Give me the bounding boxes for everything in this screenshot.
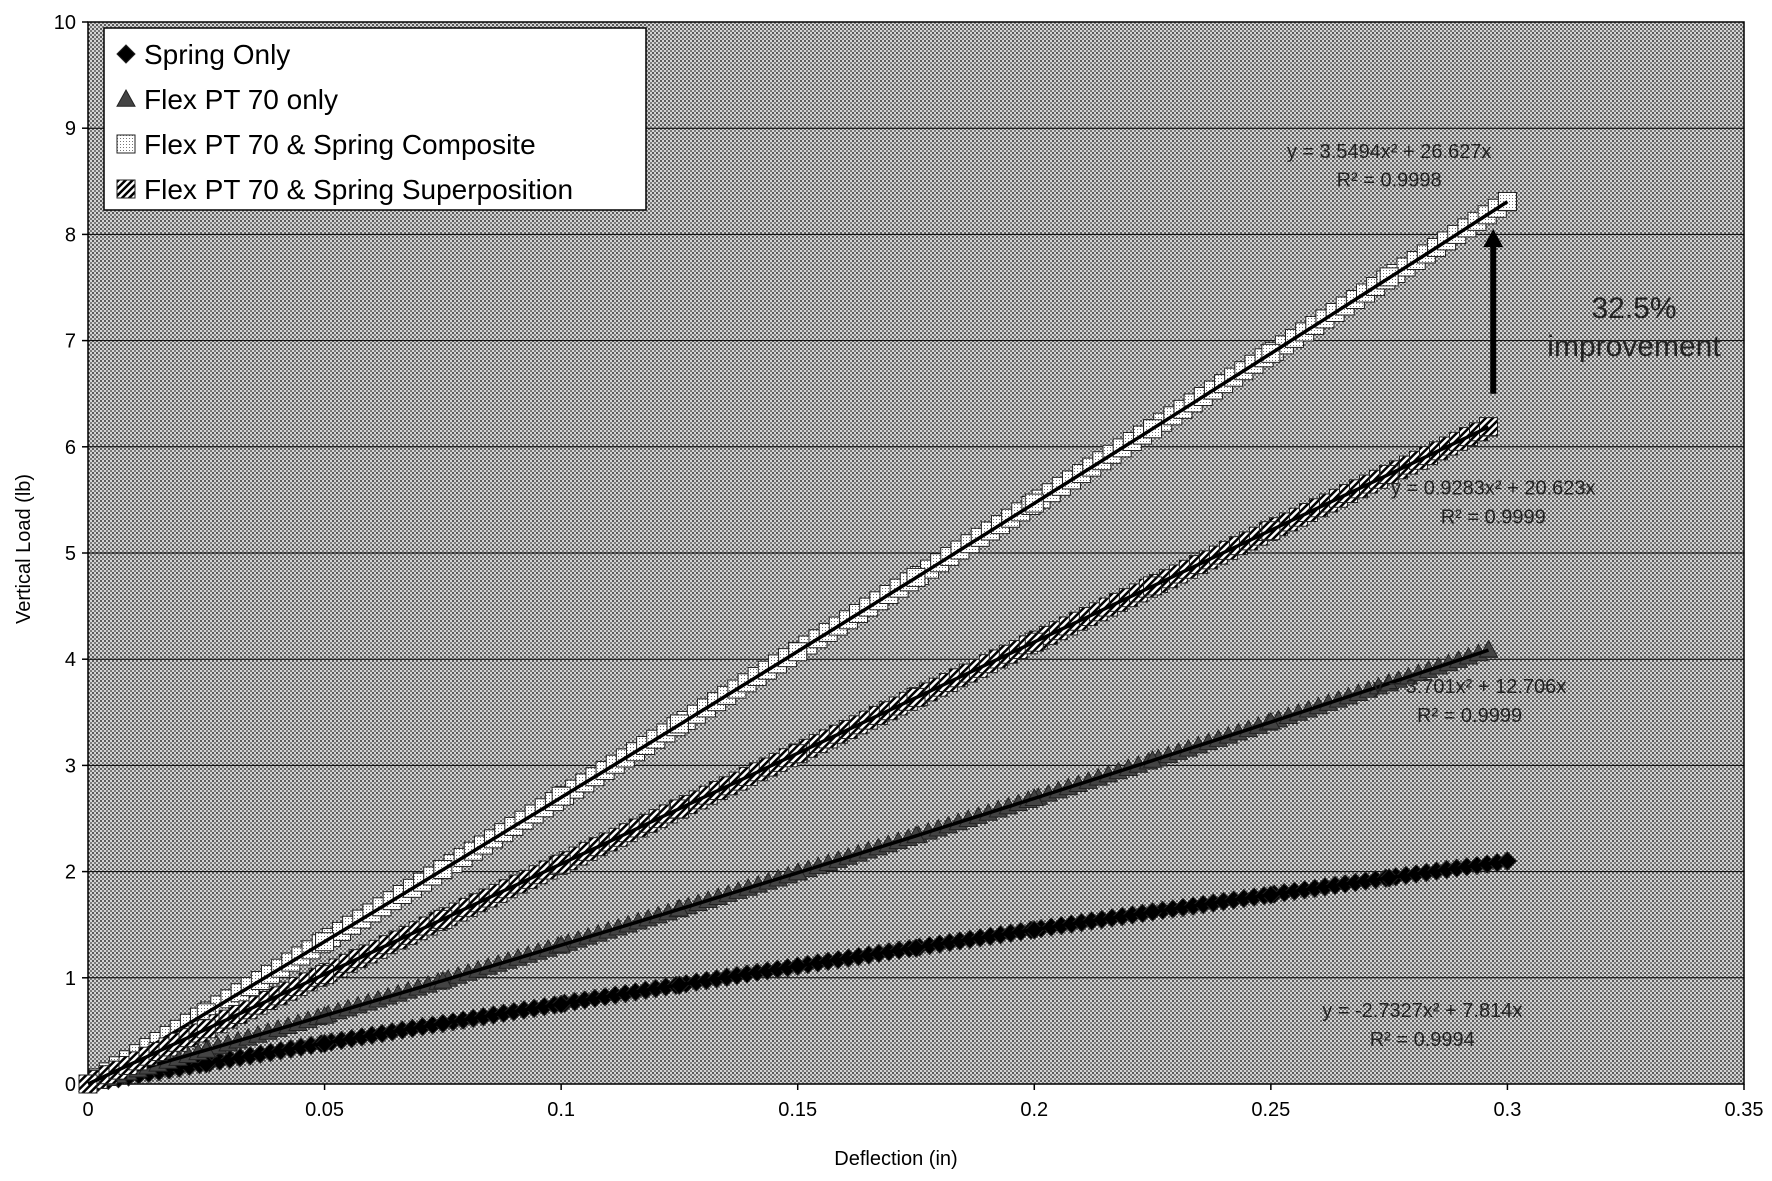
y-tick-label: 0 (65, 1074, 76, 1096)
data-point (1480, 418, 1498, 436)
legend-marker (117, 180, 135, 198)
trendline-equation: y = 0.9283x² + 20.623x (1391, 478, 1596, 500)
legend-marker (117, 135, 135, 153)
improvement-label: improvement (1547, 330, 1721, 363)
y-tick-label: 7 (65, 331, 76, 353)
trendline-r-squared: R² = 0.9999 (1441, 506, 1546, 528)
trendline-equation: y = -2.7327x² + 7.814x (1322, 1000, 1522, 1022)
y-axis-title: Vertical Load (lb) (13, 474, 35, 624)
legend-label: Flex PT 70 & Spring Superposition (144, 174, 573, 205)
y-tick-label: 1 (65, 968, 76, 990)
legend: Spring Only Flex PT 70 only Flex PT 70 & S… (104, 28, 646, 210)
improvement-percent: 32.5% (1591, 292, 1676, 325)
trendline-equation: y = 3.5494x² + 26.627x (1287, 141, 1492, 163)
x-axis-title: Deflection (in) (834, 1148, 957, 1170)
legend-label: Flex PT 70 & Spring Composite (144, 129, 536, 160)
y-tick-label: 3 (65, 755, 76, 777)
trendline-equation: y = 3.701x² + 12.706x (1373, 676, 1566, 698)
x-tick-label: 0 (82, 1099, 93, 1121)
x-tick-label: 0.25 (1251, 1099, 1290, 1121)
x-tick-label: 0.2 (1020, 1099, 1048, 1121)
x-axis-ticks: 0 0.05 0.1 0.15 0.2 0.25 0.3 0.35 (82, 1084, 1763, 1121)
y-tick-label: 2 (65, 862, 76, 884)
trendline-r-squared: R² = 0.9998 (1337, 170, 1442, 192)
y-tick-label: 5 (65, 543, 76, 565)
y-axis-ticks: 0 1 2 3 4 5 6 7 8 9 10 (54, 12, 88, 1096)
y-tick-label: 8 (65, 224, 76, 246)
y-tick-label: 4 (65, 649, 76, 671)
legend-item: Flex PT 70 & Spring Superposition (117, 174, 573, 205)
x-tick-label: 0.3 (1494, 1099, 1522, 1121)
y-tick-label: 9 (65, 118, 76, 140)
legend-item: Flex PT 70 & Spring Composite (117, 129, 536, 160)
legend-label: Spring Only (144, 39, 290, 70)
x-tick-label: 0.1 (547, 1099, 575, 1121)
legend-label: Flex PT 70 only (144, 84, 338, 115)
y-tick-label: 10 (54, 12, 76, 34)
y-tick-label: 6 (65, 437, 76, 459)
x-tick-label: 0.35 (1725, 1099, 1764, 1121)
trendline-r-squared: R² = 0.9994 (1370, 1029, 1475, 1051)
trendline-r-squared: R² = 0.9999 (1417, 705, 1522, 727)
x-tick-label: 0.15 (778, 1099, 817, 1121)
legend-item: Flex PT 70 only (117, 84, 338, 115)
x-tick-label: 0.05 (305, 1099, 344, 1121)
